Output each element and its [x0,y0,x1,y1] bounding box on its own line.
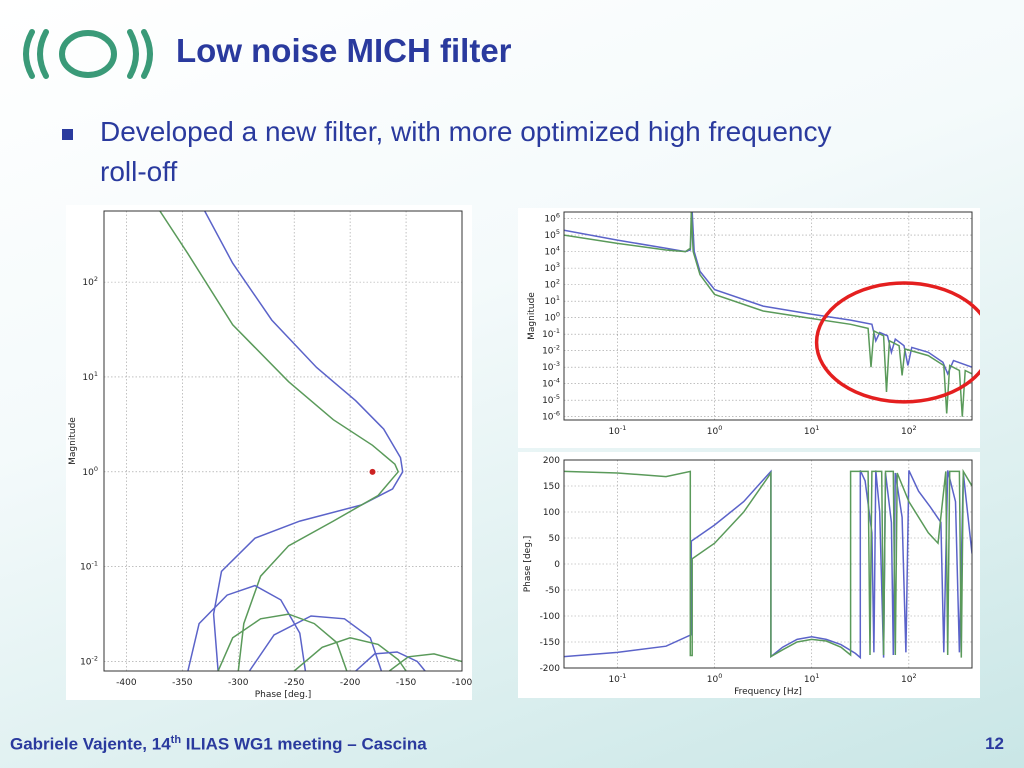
x-tick-label: 102 [901,424,917,437]
nichols-series-3-blue [187,584,307,671]
y-tick-label: 101 [544,294,560,307]
nichols-plot: -400 -350 -300 -250 -200 -150 -100 10-2 10-1 100 1… [66,205,472,700]
footer-text: Gabriele Vajente, 14th ILIAS WG1 meeting… [10,734,427,754]
phase-frame [563,459,973,669]
x-tick-label: -300 [228,678,249,688]
x-tick-label: -350 [172,678,193,688]
magnitude-series [564,212,972,417]
y-tick-label: 10-4 [542,377,560,390]
y-axis-label: Magnitude [527,292,537,340]
magnitude-series-0-blue [564,212,972,376]
phase-grid [564,459,972,669]
nichols-series [159,211,462,671]
y-tick-label: 0 [554,560,560,570]
y-tick-label: 101 [82,370,98,383]
nichols-series-6-blue [355,651,426,671]
nichols-frame [103,210,463,672]
x-tick-label: 100 [707,424,723,437]
y-tick-label: 106 [544,212,560,225]
y-tick-label: 103 [544,261,560,274]
x-tick-label: 100 [707,672,723,685]
y-tick-label: -50 [545,586,560,596]
nichols-series-0-blue [204,211,404,671]
y-tick-label: -200 [540,664,561,674]
x-tick-label: 101 [804,672,820,685]
nichols-series-7-green [388,653,462,671]
bullet-square-icon [62,129,73,140]
nichols-series-5-green [293,637,407,671]
x-tick-label: 10-1 [608,424,626,437]
y-tick-label: 100 [82,465,98,478]
x-tick-label: -100 [452,678,472,688]
x-tick-label: -200 [340,678,361,688]
y-tick-label: 150 [543,482,560,492]
y-tick-label: 10-1 [80,560,98,573]
bullet-text: Developed a new filter, with more optimi… [100,116,832,187]
y-tick-label: 100 [544,311,560,324]
y-tick-label: 10-5 [542,393,560,406]
y-tick-label: 10-3 [542,360,560,373]
y-axis-label: Magnitude [68,417,78,465]
y-tick-label: 10-6 [542,410,560,423]
y-tick-label: -100 [540,612,561,622]
y-tick-label: 10-2 [80,655,98,668]
phase-series [564,468,972,660]
phase-series-0-blue [564,469,972,660]
nichols-series-4-green [217,613,348,671]
y-tick-label: 50 [549,534,561,544]
y-tick-label: 10-2 [542,344,560,357]
y-tick-label: 102 [544,278,560,291]
magnitude-grid [564,212,972,420]
x-axis-label: Phase [deg.] [255,690,312,700]
virgo-logo [23,29,153,79]
magnitude-series-1-green [564,212,972,417]
y-tick-label: 102 [82,275,98,288]
x-tick-label: 101 [804,424,820,437]
y-tick-label: 104 [544,245,560,258]
x-tick-label: -150 [396,678,417,688]
y-axis-label: Phase [deg.] [523,536,533,593]
magnitude-plot: 10-1 100 101 102 106 105 104 103 102 101 100 10-1 10… [518,208,980,448]
x-axis-label: Frequency [Hz] [734,687,802,697]
x-tick-label: 10-1 [608,672,626,685]
x-tick-label: 102 [901,672,917,685]
x-tick-label: -250 [284,678,305,688]
nichols-grid [104,211,463,671]
y-tick-label: 105 [544,228,560,241]
magnitude-frame [563,211,973,421]
x-tick-label: -400 [116,678,137,688]
critical-point-marker [369,468,376,475]
y-tick-label: -150 [540,638,561,648]
slide-title: Low noise MICH filter [176,32,512,69]
nichols-series-1-green [159,211,400,671]
y-tick-label: 10-1 [542,327,560,340]
phase-plot: 10-1 100 101 102 200 150 100 50 0 -50 -100 -150 -200… [518,452,980,698]
y-tick-label: 200 [543,456,560,466]
highlight-ellipse [814,281,980,404]
phase-series-1-green [564,468,972,658]
y-tick-label: 100 [543,508,560,518]
page-number: 12 [985,734,1004,753]
